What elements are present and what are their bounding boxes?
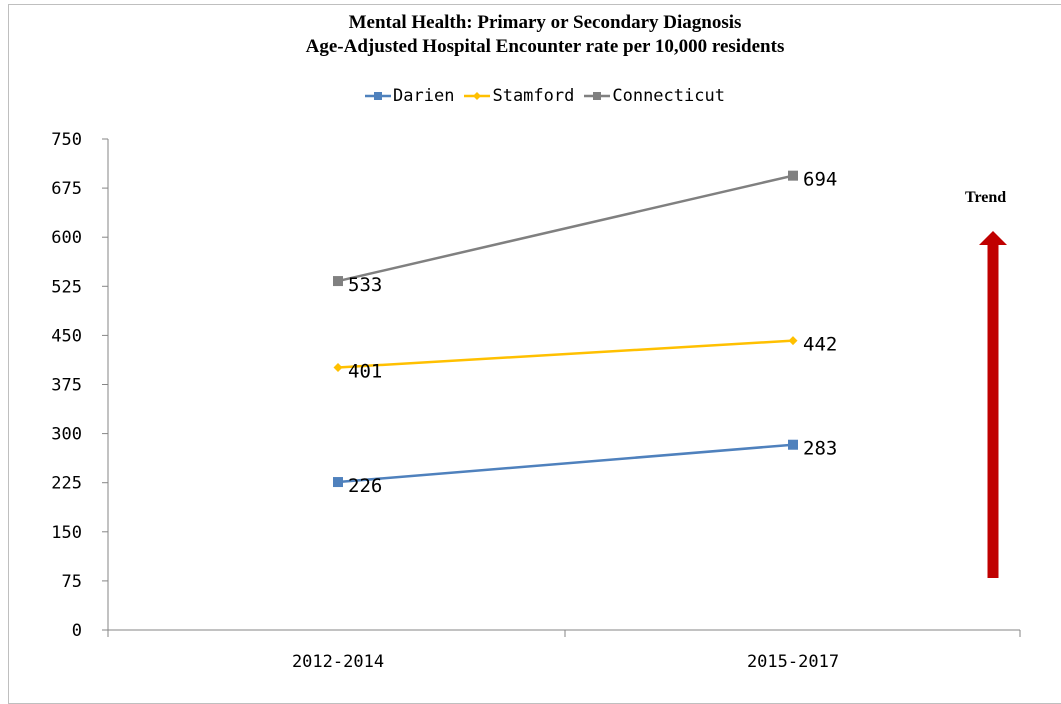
x-tick-label: 2012-2014 [292, 652, 384, 672]
data-label: 694 [803, 169, 837, 191]
legend-item-connecticut: Connecticut [584, 86, 725, 106]
y-tick-label: 750 [51, 130, 82, 150]
legend-swatch [464, 92, 491, 100]
y-tick-label: 150 [51, 523, 82, 543]
legend-item-stamford: Stamford [464, 86, 574, 106]
y-tick-label: 525 [51, 277, 82, 297]
y-tick-label: 375 [51, 376, 82, 396]
y-tick-label: 675 [51, 179, 82, 199]
data-point [333, 276, 343, 287]
data-point [788, 439, 798, 450]
legend-swatch [584, 92, 611, 100]
y-tick-label: 600 [51, 228, 82, 248]
series-line-stamford [337, 339, 794, 369]
y-tick-label: 300 [51, 425, 82, 445]
trend-arrow [979, 231, 1007, 578]
x-tick-label: 2015-2017 [747, 652, 839, 672]
legend-label: Connecticut [612, 86, 725, 106]
legend-item-darien: Darien [365, 86, 454, 106]
data-label: 283 [803, 438, 837, 460]
y-tick-label: 450 [51, 326, 82, 346]
data-label: 401 [348, 360, 382, 382]
data-point [333, 477, 343, 488]
y-tick-label: 75 [62, 572, 82, 592]
data-label: 442 [803, 334, 837, 356]
data-point [788, 170, 798, 181]
y-tick-label: 0 [72, 621, 82, 641]
trend-label: Trend [965, 189, 1007, 206]
chart-legend: Darien Stamford Connecticut [0, 86, 1061, 106]
series-line-darien [337, 443, 794, 484]
legend-label: Darien [393, 86, 455, 106]
line-chart: 0 75 150 225 300 375 450 525 600 675 750 2012-2014 2… [51, 130, 1021, 672]
chart-title: Mental Health: Primary or Secondary Diag… [348, 12, 742, 33]
chart-title-block: Mental Health: Primary or Secondary Diag… [0, 11, 1061, 59]
chart-subtitle: Age-Adjusted Hospital Encounter rate per… [305, 36, 785, 57]
data-label: 226 [348, 475, 382, 497]
y-tick-label: 225 [51, 474, 82, 494]
data-label: 533 [348, 274, 382, 296]
data-point [333, 362, 343, 372]
series-line-connecticut [337, 174, 794, 283]
legend-label: Stamford [492, 86, 575, 106]
legend-swatch [365, 92, 392, 100]
data-point [788, 336, 798, 346]
